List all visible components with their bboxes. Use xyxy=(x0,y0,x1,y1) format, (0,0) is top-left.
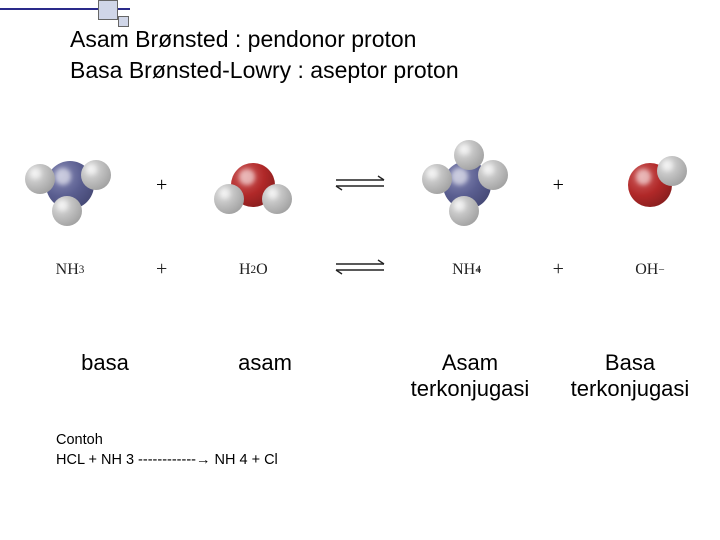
equilibrium-arrows-2 xyxy=(330,255,390,284)
molecule-nh3 xyxy=(10,130,130,240)
formula-nh4: NH+4 xyxy=(407,261,527,279)
label-basa-terkonjugasi: Basaterkonjugasi xyxy=(550,350,710,403)
molecule-oh xyxy=(590,130,710,240)
heading-block: Asam Brønsted : pendonor proton Basa Brø… xyxy=(70,24,459,86)
heading-line2: Basa Brønsted-Lowry : aseptor proton xyxy=(70,55,459,86)
formula-h2o: H2O xyxy=(193,261,313,279)
formula-row: NH3 + H2O NH+4 + OH− xyxy=(10,255,710,284)
label-asam: asam xyxy=(190,350,340,403)
plus-4: + xyxy=(543,258,573,281)
molecule-nh4 xyxy=(407,130,527,240)
role-labels: basa asam Asamterkonjugasi Basaterkonjug… xyxy=(0,350,720,403)
molecule-h2o xyxy=(193,130,313,240)
formula-oh: OH− xyxy=(590,261,710,279)
label-asam-terkonjugasi: Asamterkonjugasi xyxy=(390,350,550,403)
formula-nh3: NH3 xyxy=(10,261,130,279)
example-equation: HCL + NH 3 ------------→ NH 4 + Cl xyxy=(56,450,278,470)
plus-3: + xyxy=(147,258,177,281)
heading-line1: Asam Brønsted : pendonor proton xyxy=(70,24,459,55)
example-title: Contoh xyxy=(56,430,278,450)
plus-2: + xyxy=(543,174,573,197)
plus-1: + xyxy=(147,174,177,197)
label-basa: basa xyxy=(30,350,180,403)
example-block: Contoh HCL + NH 3 ------------→ NH 4 + C… xyxy=(56,430,278,471)
molecule-row: + + xyxy=(10,130,710,240)
equilibrium-arrows-1 xyxy=(330,171,390,200)
